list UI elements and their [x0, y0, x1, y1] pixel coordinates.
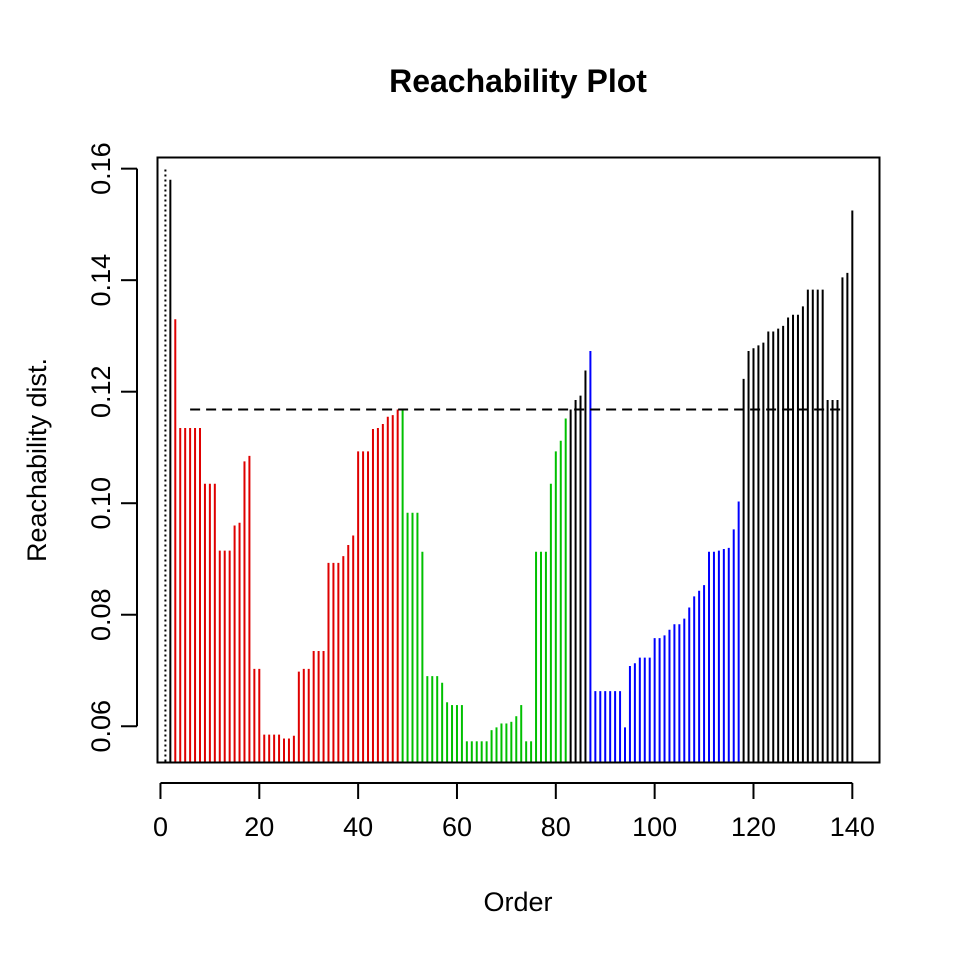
plot-frame [156, 156, 881, 764]
x-tick-label-140: 140 [830, 812, 875, 842]
chart-title: Reachability Plot [389, 63, 647, 99]
y-tick-label-0: 0.06 [86, 700, 116, 753]
x-tick-label-100: 100 [632, 812, 677, 842]
y-tick-label-2: 0.10 [86, 477, 116, 530]
x-tick-label-20: 20 [244, 812, 274, 842]
y-tick-label-1: 0.08 [86, 588, 116, 641]
reference-lines [164, 169, 843, 763]
x-tick-label-40: 40 [343, 812, 373, 842]
x-tick-label-0: 0 [153, 812, 168, 842]
y-axis: 0.06 0.08 0.10 0.12 0.14 0.16 [86, 142, 138, 753]
y-tick-label-4: 0.14 [86, 254, 116, 307]
x-tick-label-120: 120 [731, 812, 776, 842]
y-axis-label: Reachability dist. [22, 358, 52, 562]
x-axis: 0 20 40 60 80 100 120 140 [153, 782, 875, 842]
y-tick-label-5: 0.16 [86, 142, 116, 195]
bars-layer [169, 179, 854, 763]
x-axis-label: Order [483, 887, 552, 917]
x-tick-label-60: 60 [442, 812, 472, 842]
x-tick-label-80: 80 [541, 812, 571, 842]
y-tick-label-3: 0.12 [86, 365, 116, 418]
